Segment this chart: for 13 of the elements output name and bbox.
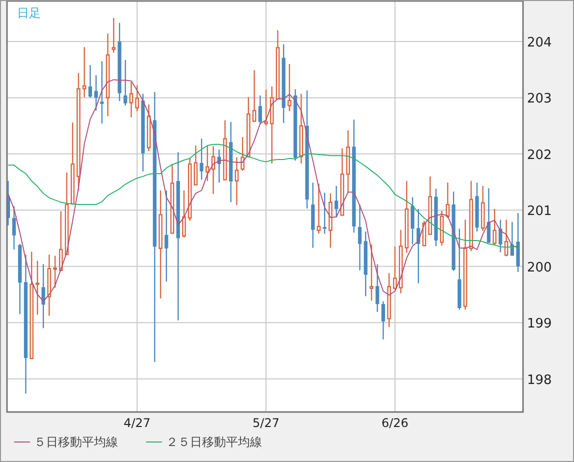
ytick: 201	[527, 204, 552, 220]
ytick: 199	[527, 316, 552, 332]
xtick: 5/27	[252, 416, 280, 430]
ytick: 203	[527, 92, 552, 107]
ytick: 204	[527, 35, 552, 50]
xtick: 4/27	[124, 416, 151, 430]
legend-label: ５日移動平均線	[34, 435, 118, 449]
legend-label: ２５日移動平均線	[166, 435, 262, 449]
ytick: 198	[527, 372, 552, 388]
ytick: 200	[527, 260, 552, 276]
ytick: 202	[527, 148, 552, 163]
title: 日足	[17, 6, 41, 20]
xtick: 6/26	[381, 416, 408, 430]
